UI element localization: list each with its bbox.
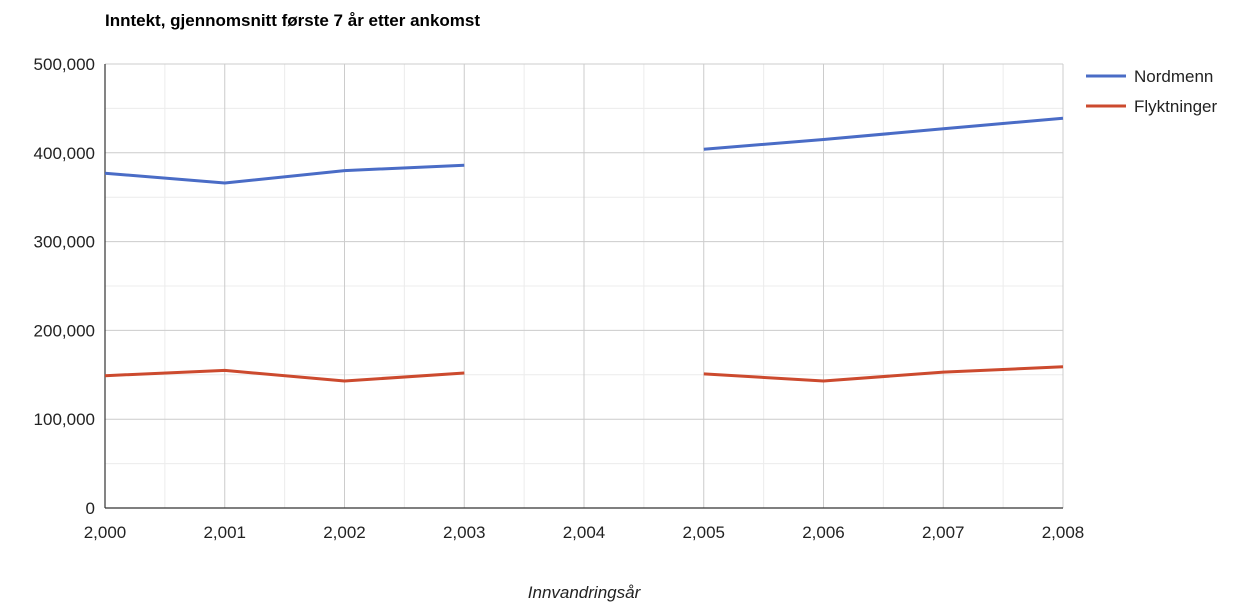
- major-gridlines: [105, 63, 1064, 508]
- series-line-flyktninger: [104, 368, 465, 383]
- x-axis-title: Innvandringsår: [528, 583, 642, 602]
- series-line-nordmenn: [104, 163, 465, 185]
- x-tick-label: 2,002: [323, 523, 366, 542]
- y-tick-label: 200,000: [34, 321, 95, 340]
- x-tick-label: 2,008: [1042, 523, 1085, 542]
- y-tick-label: 300,000: [34, 233, 95, 252]
- y-tick-label: 0: [86, 499, 95, 518]
- y-tick-label: 100,000: [34, 410, 95, 429]
- x-tick-label: 2,003: [443, 523, 486, 542]
- axes: [104, 64, 1063, 509]
- y-axis-ticks: 0 100,000 200,000 300,000 400,000 500,000: [34, 55, 95, 518]
- series-line-nordmenn: [703, 116, 1064, 151]
- legend: Nordmenn Flyktninger: [1086, 67, 1217, 116]
- x-tick-label: 2,007: [922, 523, 965, 542]
- chart-title: Inntekt, gjennomsnitt første 7 år etter …: [105, 11, 480, 30]
- legend-label-flyktninger: Flyktninger: [1134, 97, 1217, 116]
- legend-label-nordmenn: Nordmenn: [1134, 67, 1213, 86]
- y-tick-label: 400,000: [34, 144, 95, 163]
- series-lines: [104, 116, 1064, 383]
- x-tick-label: 2,004: [563, 523, 606, 542]
- y-tick-label: 500,000: [34, 55, 95, 74]
- x-axis-ticks: 2,000 2,001 2,002 2,003 2,004 2,005 2,006 2,007…: [84, 523, 1085, 542]
- series-line-flyktninger: [703, 365, 1064, 383]
- x-tick-label: 2,001: [203, 523, 246, 542]
- x-tick-label: 2,005: [682, 523, 725, 542]
- x-tick-label: 2,000: [84, 523, 127, 542]
- x-tick-label: 2,006: [802, 523, 845, 542]
